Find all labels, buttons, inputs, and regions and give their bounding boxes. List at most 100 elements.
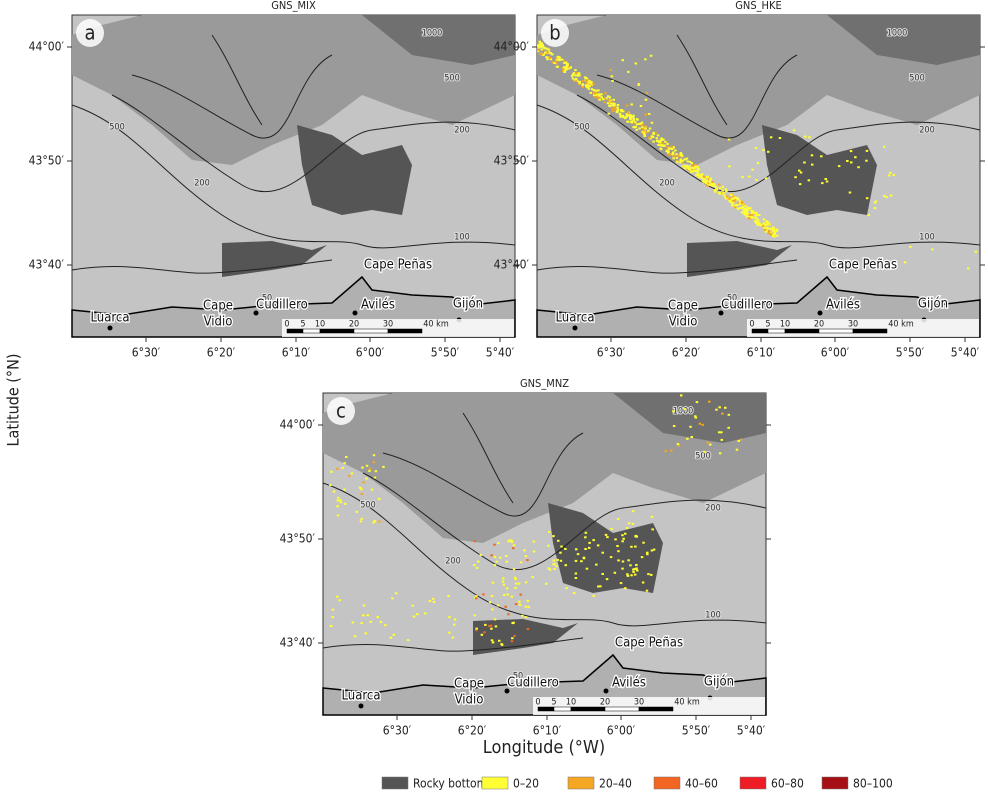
lon-tick-label: 6°20′ [672, 346, 701, 360]
place-label: Luarca [342, 689, 381, 704]
legend-swatch [739, 776, 767, 790]
scale-bar-label: 0 [284, 320, 289, 330]
rocky-bottom [687, 241, 792, 277]
place-label: Avilés [612, 676, 646, 691]
scale-bar-label: 5 [300, 320, 305, 330]
scale-bar-segment [784, 328, 820, 334]
rocky-bottom [297, 125, 412, 215]
legend-swatch [381, 776, 409, 790]
scale-bar-segment [604, 706, 640, 712]
town-marker [504, 688, 510, 694]
town-marker [572, 325, 578, 331]
contour-label: 50 [262, 294, 272, 304]
place-label: Vidio [669, 315, 698, 330]
contour-label: 200 [445, 557, 460, 567]
legend-swatch [567, 776, 595, 790]
legend-swatch [653, 776, 681, 790]
panel-letter-badge [541, 19, 569, 47]
place-label: Vidio [204, 315, 233, 330]
lon-tick-label: 6°10′ [747, 346, 776, 360]
place-label: Cape Peñas [364, 258, 432, 273]
lon-tick-label: 6°20′ [207, 346, 236, 360]
town-marker [352, 310, 358, 316]
scale-bar-segment [319, 328, 355, 334]
scale-bar-label: 10 [780, 320, 790, 330]
panel-letter: a [84, 21, 95, 45]
lon-tick-label: 6°30′ [383, 724, 412, 738]
scale-bar-label: 10 [315, 320, 325, 330]
scale-bar-segment [537, 706, 555, 712]
scale-bar-segment [852, 328, 888, 334]
panel-letter: c [336, 399, 346, 423]
place-label: Avilés [361, 298, 395, 313]
legend-label: 20–40 [599, 777, 632, 791]
contour-label: 500 [695, 452, 710, 462]
panel-letter: b [549, 21, 560, 45]
place-label: Vidio [455, 693, 484, 708]
legend-label: 40–60 [685, 777, 718, 791]
scale-bar-segment [638, 706, 674, 712]
rocky-bottom [762, 125, 877, 215]
place-label: Luarca [556, 311, 595, 326]
contour-label: 50 [727, 294, 737, 304]
contour-label: 200 [919, 126, 934, 136]
contour-label: 50 [513, 672, 523, 682]
scale-bar-label: 30 [634, 698, 644, 708]
panel-title: GNS_MIX [271, 0, 316, 12]
bathymetric-contour [576, 94, 981, 193]
panel-title: GNS_MNZ [520, 377, 569, 390]
bathymetric-contour [382, 432, 584, 517]
place-label: Cape [203, 299, 233, 314]
lat-tick-label: 43°40′ [494, 258, 530, 272]
town-marker [358, 703, 364, 709]
place-label: Cudillero [256, 298, 308, 313]
scale-bar-segment [767, 328, 786, 334]
scale-bar-label: 0 [535, 698, 540, 708]
bathymetric-contour [111, 94, 516, 193]
legend-swatch [481, 776, 509, 790]
scale-bar-segment [302, 328, 321, 334]
legend-label: 80–100 [853, 777, 893, 791]
scale-bar-segment [570, 706, 606, 712]
contour-label: 200 [194, 179, 209, 189]
contour-label: 200 [705, 504, 720, 514]
scale-bar-label: 5 [765, 320, 770, 330]
panel-letter-badge [327, 397, 355, 425]
lat-tick-label: 43°40′ [29, 258, 65, 272]
lat-tick-label: 43°40′ [280, 636, 316, 650]
lat-tick-label: 43°50′ [29, 154, 65, 168]
scale-bar-label: 20 [349, 320, 359, 330]
scale-bar-label: 0 [749, 320, 754, 330]
scale-bar-segment [553, 706, 572, 712]
scale-bar-segment [353, 328, 389, 334]
x-axis-label: Longitude (°W) [483, 737, 605, 758]
lon-tick-label: 6°00′ [356, 346, 385, 360]
town-marker [107, 325, 113, 331]
bathymetric-contour [462, 412, 514, 504]
lon-tick-label: 6°30′ [597, 346, 626, 360]
lat-tick-label: 43°50′ [494, 154, 530, 168]
deep-relief [362, 15, 515, 65]
scale-bar-label: 30 [848, 320, 858, 330]
scale-bar-segment [751, 328, 769, 334]
lon-tick-label: 5°50′ [431, 346, 460, 360]
lon-tick-label: 6°20′ [458, 724, 487, 738]
contour-label: 500 [109, 123, 124, 133]
scale-bar-label: 10 [566, 698, 576, 708]
place-label: Cudillero [721, 298, 773, 313]
bathymetric-contour [71, 259, 333, 274]
scale-bar-label: 20 [814, 320, 824, 330]
place-label: Cape [454, 677, 484, 692]
canyon-relief [323, 393, 766, 543]
contour-label: 500 [574, 123, 589, 133]
lat-tick-label: 43°50′ [280, 532, 316, 546]
scale-bar-label: 40 km [888, 320, 914, 330]
legend-label: Rocky bottom [413, 777, 487, 791]
contour-label: 200 [659, 179, 674, 189]
bathymetric-contour [211, 34, 263, 126]
lon-tick-label: 5°40′ [486, 346, 515, 360]
